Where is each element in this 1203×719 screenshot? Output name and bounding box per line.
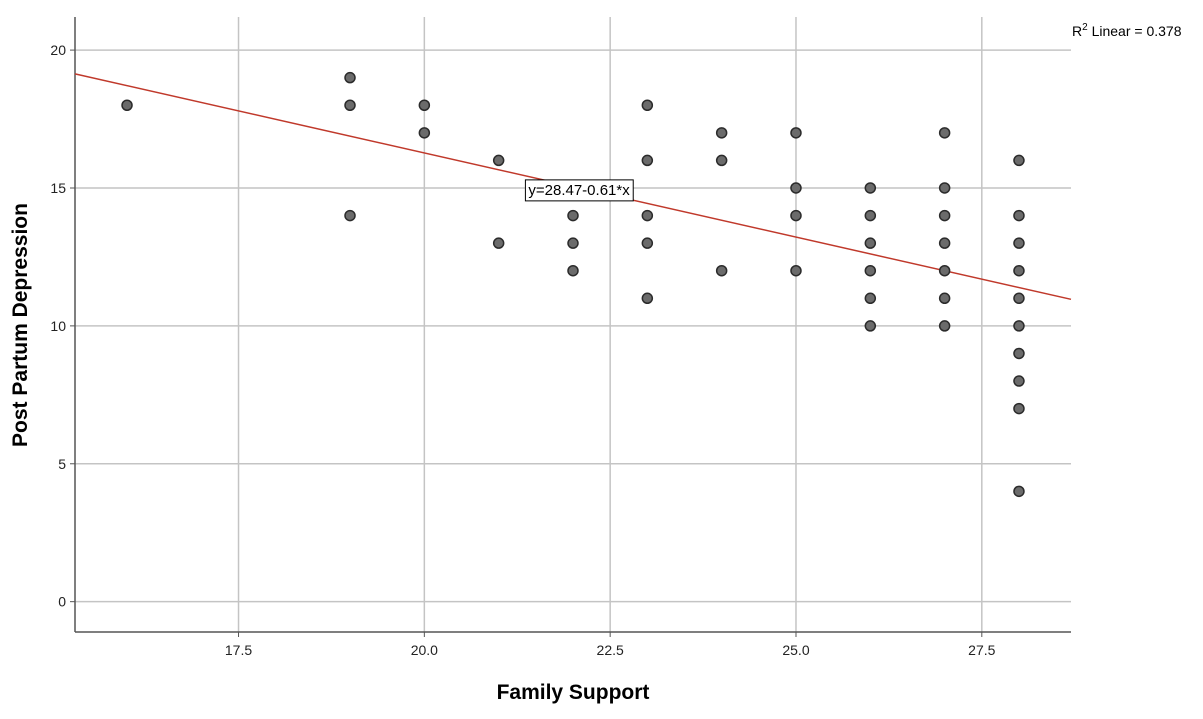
ticks-layer: 17.5 20.0 22.5 25.0 27.5 0 5 10 15 20	[50, 42, 995, 658]
data-point	[1013, 402, 1025, 415]
data-point	[790, 182, 802, 194]
r-squared-prefix: R	[1072, 23, 1082, 39]
x-tick-label: 27.5	[968, 642, 995, 658]
data-point	[121, 99, 133, 112]
equation-box	[524, 179, 634, 202]
data-point	[938, 320, 951, 332]
data-point	[344, 99, 356, 112]
data-point	[641, 237, 654, 249]
data-point	[938, 264, 951, 277]
data-point	[1013, 237, 1025, 249]
y-tick-label: 20	[50, 42, 66, 58]
data-point	[864, 320, 877, 332]
data-point	[567, 264, 579, 277]
points-layer	[121, 71, 1025, 498]
data-point	[938, 292, 951, 305]
data-point	[1013, 347, 1025, 360]
data-point	[790, 209, 802, 222]
data-point	[864, 209, 877, 222]
data-point	[418, 127, 431, 139]
data-point	[715, 264, 728, 277]
y-tick-label: 0	[58, 594, 66, 610]
data-point	[492, 237, 505, 249]
data-point	[790, 264, 802, 277]
r-squared-label: R2 Linear = 0.378	[1072, 22, 1182, 39]
axes-layer	[74, 17, 1071, 633]
data-point	[938, 182, 951, 194]
data-point	[344, 71, 356, 84]
data-point	[1013, 154, 1025, 167]
data-point	[567, 237, 579, 249]
data-point	[567, 209, 579, 222]
y-tick-label: 15	[50, 180, 66, 196]
grid-layer	[75, 17, 1071, 632]
data-point	[1013, 320, 1025, 332]
data-point	[715, 127, 728, 139]
data-point	[492, 154, 505, 167]
x-tick-label: 17.5	[225, 642, 252, 658]
data-point	[864, 237, 877, 249]
data-point	[1013, 264, 1025, 277]
r-squared-value: Linear = 0.378	[1088, 23, 1182, 39]
data-point	[418, 99, 431, 112]
data-point	[641, 154, 654, 167]
data-point	[938, 209, 951, 222]
r-squared-superscript: 2	[1082, 22, 1088, 33]
data-point	[715, 154, 728, 167]
x-tick-label: 22.5	[597, 642, 624, 658]
data-point	[1013, 375, 1025, 387]
data-point	[938, 127, 951, 139]
x-tick-label: 25.0	[782, 642, 809, 658]
data-point	[790, 127, 802, 139]
x-tick-label: 20.0	[411, 642, 438, 658]
data-point	[641, 99, 654, 112]
data-point	[864, 264, 877, 277]
data-point	[1013, 485, 1025, 498]
y-axis-title: Post Partum Depression	[9, 203, 32, 447]
data-point	[344, 209, 356, 222]
annotation-layer: y=28.47-0.61*x R2 Linear = 0.378	[524, 22, 1182, 202]
data-point	[1013, 292, 1025, 305]
data-point	[641, 292, 654, 305]
data-point	[641, 209, 654, 222]
y-tick-label: 5	[58, 456, 66, 472]
data-point	[864, 182, 877, 194]
data-point	[1013, 209, 1025, 222]
data-point	[864, 292, 877, 305]
x-axis-title: Family Support	[497, 681, 650, 704]
fit-equation-label: y=28.47-0.61*x	[528, 182, 630, 199]
y-tick-label: 10	[50, 318, 66, 334]
data-point	[938, 237, 951, 249]
